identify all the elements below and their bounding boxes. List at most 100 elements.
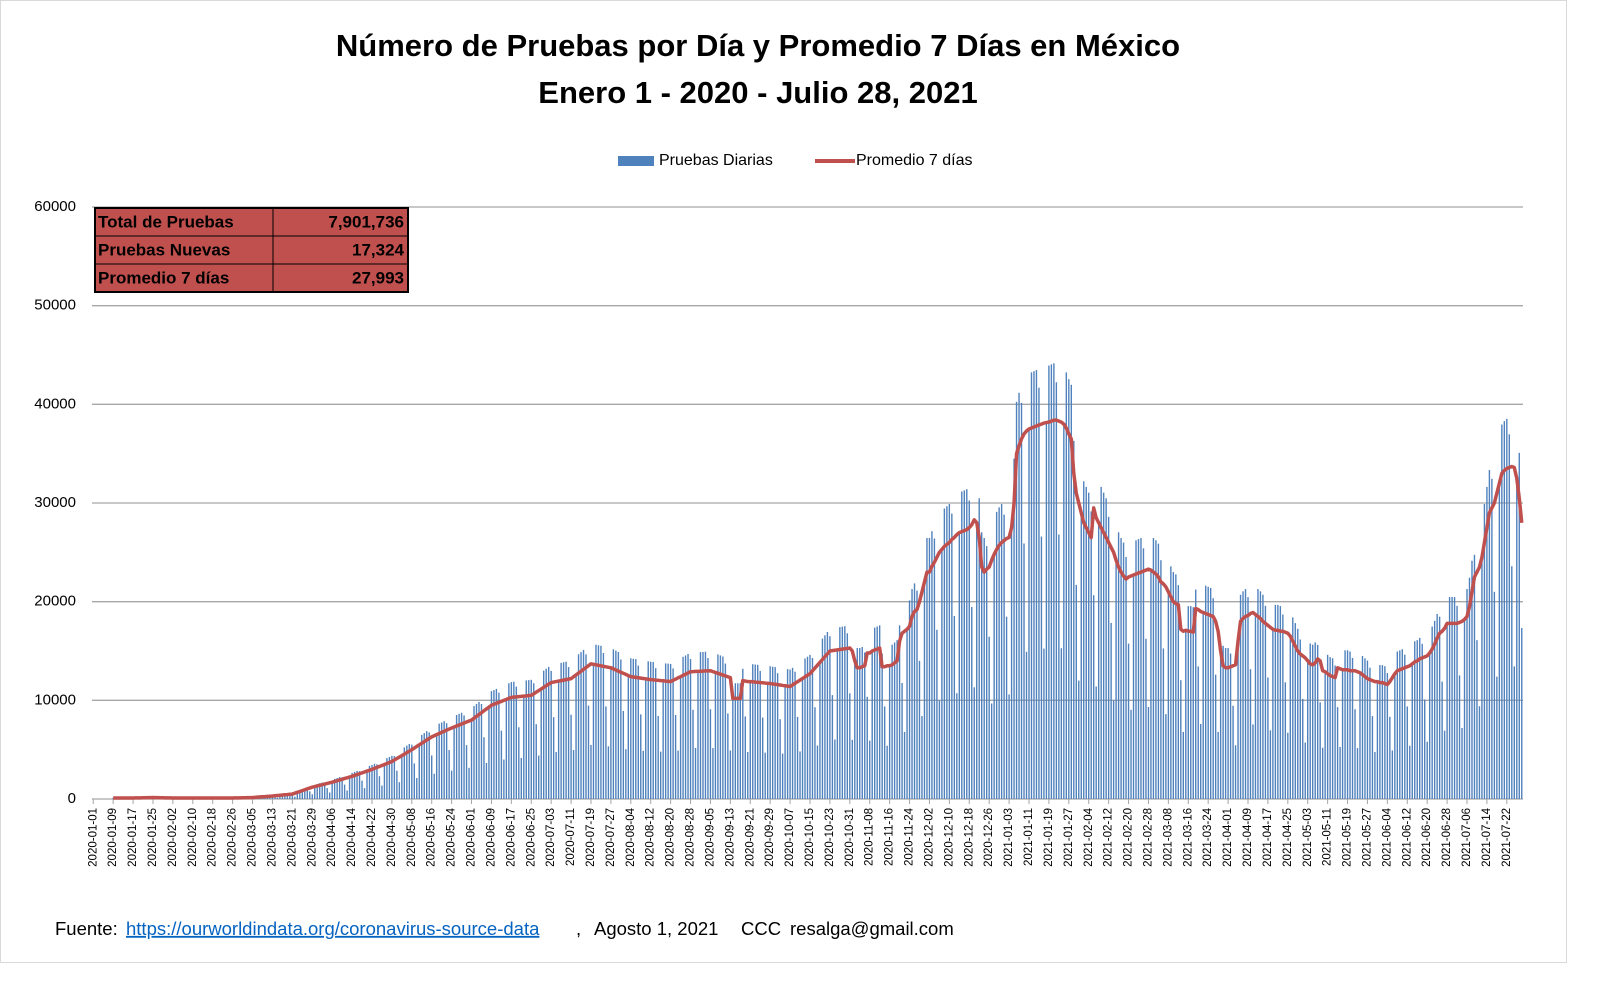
bar xyxy=(645,678,647,799)
y-tick-label: 30000 xyxy=(34,494,76,511)
bar xyxy=(1309,643,1311,799)
bar xyxy=(366,771,368,799)
bar xyxy=(1110,622,1112,799)
bar xyxy=(1085,486,1087,799)
bar xyxy=(1374,752,1376,799)
bar xyxy=(871,651,873,799)
bar xyxy=(376,764,378,799)
bar xyxy=(1155,540,1157,799)
bar xyxy=(687,653,689,799)
bar xyxy=(465,745,468,799)
bar xyxy=(1314,642,1316,799)
bar xyxy=(1289,636,1292,799)
x-tick-label: 2021-07-22 xyxy=(1501,808,1513,867)
bar xyxy=(1409,745,1411,799)
bar xyxy=(1040,536,1043,799)
bar xyxy=(704,651,707,799)
bar xyxy=(953,615,956,799)
bar xyxy=(1063,424,1065,799)
bar xyxy=(946,506,948,799)
x-tick-label: 2021-02-20 xyxy=(1123,808,1135,867)
bar xyxy=(433,773,435,799)
bar xyxy=(963,490,965,799)
bar xyxy=(1406,706,1408,799)
bar xyxy=(383,764,386,799)
x-tick-label: 2020-01-17 xyxy=(127,808,139,867)
bar xyxy=(699,652,702,799)
chart-subtitle: Enero 1 - 2020 - Julio 28, 2021 xyxy=(538,75,977,110)
table-value: 17,324 xyxy=(352,240,405,259)
bar xyxy=(1411,663,1413,799)
x-tick-label: 2020-02-18 xyxy=(207,808,219,867)
bar xyxy=(784,685,786,799)
bar xyxy=(408,743,411,799)
y-tick-label: 0 xyxy=(68,790,76,807)
bar xyxy=(659,751,662,799)
bar xyxy=(719,655,722,799)
bar xyxy=(789,669,791,799)
bar xyxy=(510,682,513,799)
footer-date: Agosto 1, 2021 xyxy=(594,918,718,939)
bar xyxy=(1145,638,1147,799)
bar xyxy=(1351,657,1354,799)
bar xyxy=(1222,645,1224,799)
bar xyxy=(742,668,744,799)
bar xyxy=(625,749,627,799)
footer-email: resalga@gmail.com xyxy=(790,918,954,939)
bar xyxy=(692,709,694,799)
bar xyxy=(1122,542,1125,799)
bar xyxy=(543,670,545,799)
bar xyxy=(1053,363,1055,799)
bar xyxy=(1167,591,1170,799)
bar xyxy=(1476,640,1478,799)
x-tick-label: 2020-03-13 xyxy=(266,808,278,867)
bar xyxy=(1453,597,1456,799)
bar xyxy=(911,589,913,799)
bar xyxy=(873,627,876,799)
bar xyxy=(1329,657,1331,799)
bar xyxy=(1366,660,1369,799)
bar xyxy=(1287,732,1289,799)
bar xyxy=(550,670,552,799)
bar xyxy=(1282,614,1284,799)
bar xyxy=(1035,370,1038,799)
bar xyxy=(1478,706,1481,799)
bar xyxy=(577,654,580,799)
bar xyxy=(1170,566,1172,799)
bar xyxy=(1471,560,1473,799)
x-tick-label: 2021-02-04 xyxy=(1083,807,1095,866)
bar xyxy=(819,662,821,799)
bar xyxy=(515,686,518,799)
bar xyxy=(727,713,729,799)
bar xyxy=(587,705,590,799)
source-link[interactable]: https://ourworldindata.org/coronavirus-s… xyxy=(126,918,540,939)
bar xyxy=(851,739,853,799)
bar xyxy=(757,664,759,799)
bar xyxy=(351,772,353,799)
legend-label: Promedio 7 días xyxy=(856,152,973,169)
bar xyxy=(443,721,445,799)
footer-author: CCC xyxy=(741,918,781,939)
bar xyxy=(565,661,567,799)
x-tick-label: 2021-01-19 xyxy=(1043,808,1055,867)
bar xyxy=(600,645,602,799)
x-tick-label: 2020-08-12 xyxy=(645,808,657,867)
bar xyxy=(846,633,849,799)
bar xyxy=(1441,681,1443,799)
bar xyxy=(1252,724,1254,799)
bar xyxy=(323,782,326,799)
bar xyxy=(572,750,575,799)
bar xyxy=(1147,707,1150,799)
bar xyxy=(1192,607,1194,799)
bar xyxy=(525,680,527,799)
bar xyxy=(771,666,774,799)
bar xyxy=(1068,379,1070,799)
bar xyxy=(1473,554,1476,799)
bar xyxy=(1354,709,1356,799)
bar xyxy=(1078,680,1080,799)
bar xyxy=(1423,699,1426,799)
bar xyxy=(856,648,858,799)
bar xyxy=(707,658,709,799)
bar xyxy=(552,717,555,799)
bar xyxy=(530,679,532,799)
